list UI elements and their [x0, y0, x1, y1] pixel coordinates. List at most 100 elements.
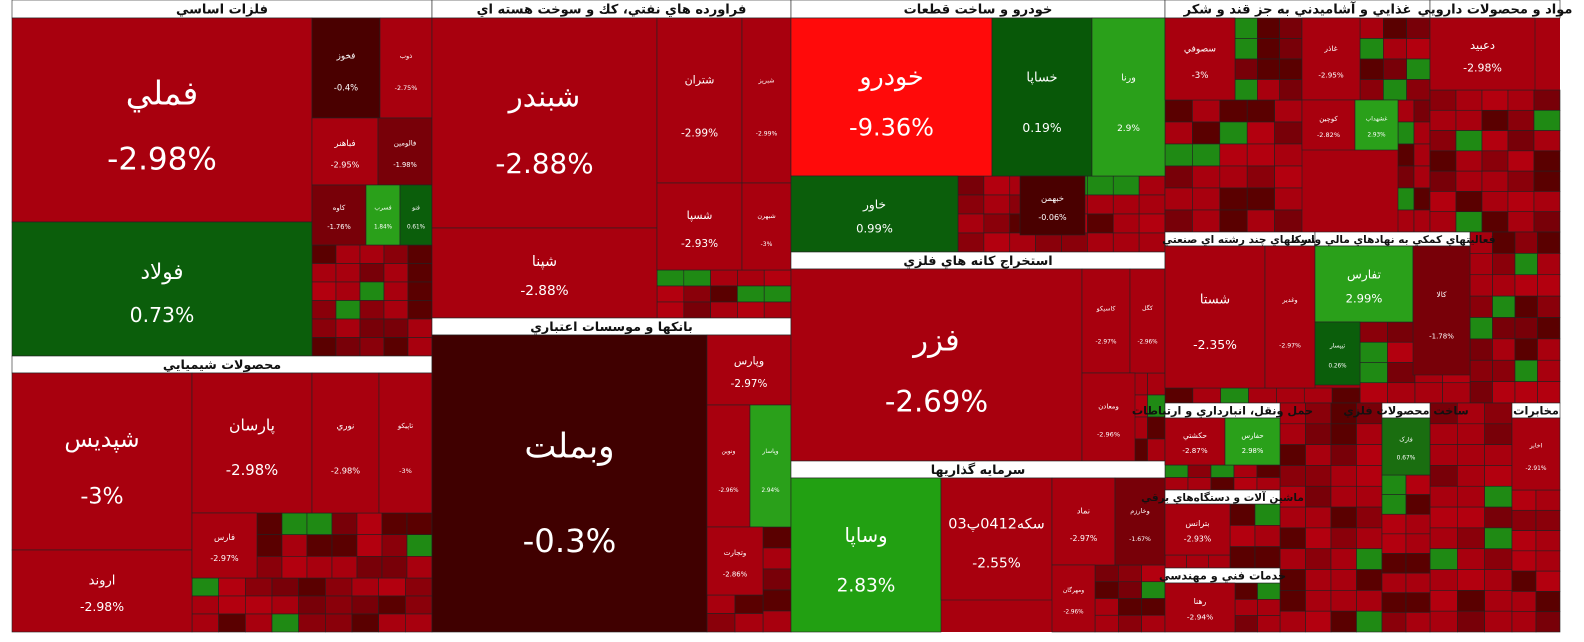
small-tile: [1469, 295, 1493, 318]
small-tile: [1219, 187, 1248, 211]
tile-name: شپديس: [64, 425, 139, 453]
small-tile: [1359, 321, 1388, 343]
small-tile: [1035, 232, 1062, 253]
small-tile: [1535, 611, 1561, 633]
small-tile: [1511, 489, 1537, 511]
tile-change: -2.97%: [210, 554, 239, 563]
sector-title: شرکتهاي چند رشته اي صنعتي: [1162, 234, 1318, 246]
small-tile: [1192, 143, 1221, 167]
small-tile: [1303, 387, 1333, 404]
tile-change: -0.3%: [523, 522, 617, 560]
small-tile: [271, 613, 299, 633]
small-tile: [737, 269, 765, 287]
sector-title: استخراج کانه هاي فلزي: [903, 254, 1052, 269]
small-tile: [1507, 150, 1535, 172]
small-tile: [656, 301, 685, 319]
small-tile: [1484, 506, 1513, 529]
small-tile: [1492, 317, 1516, 340]
small-tile: [1535, 530, 1561, 552]
tile: [1301, 99, 1356, 151]
small-tile: [245, 577, 273, 597]
small-tile: [1229, 525, 1256, 547]
small-tile: [298, 577, 326, 597]
small-tile: [406, 512, 433, 535]
small-tile: [1147, 438, 1166, 462]
small-tile: [1511, 550, 1537, 572]
small-tile: [1507, 191, 1535, 213]
small-tile: [1359, 362, 1388, 384]
small-tile: [1429, 109, 1457, 131]
small-tile: [1138, 194, 1166, 215]
tile-name: فنو: [411, 204, 420, 211]
tile: [1164, 245, 1266, 389]
small-tile: [1164, 99, 1193, 123]
tile-change: 2.9%: [1117, 124, 1140, 134]
small-tile: [1257, 615, 1281, 633]
tile: [656, 182, 743, 271]
tile-name: بترانس: [1185, 518, 1209, 528]
small-tile: [1192, 209, 1221, 233]
small-tile: [1511, 570, 1537, 592]
small-tile: [1387, 382, 1416, 404]
tile-change: -2.98%: [107, 141, 217, 177]
tile-change: -2.95%: [1318, 70, 1344, 79]
tile-change: -2.88%: [520, 283, 568, 299]
tile-name: وبملت: [524, 426, 614, 466]
small-tile: [1455, 191, 1483, 213]
tile-change: -2.97%: [1279, 342, 1301, 349]
small-tile: [1535, 489, 1561, 511]
small-tile: [1359, 17, 1384, 39]
small-tile: [405, 577, 433, 597]
small-tile: [1164, 477, 1189, 491]
small-tile: [1484, 485, 1513, 508]
small-tile: [1405, 612, 1431, 633]
small-tile: [1383, 38, 1407, 60]
small-tile: [1138, 175, 1166, 196]
small-tile: [356, 534, 383, 557]
small-tile: [406, 556, 433, 579]
tile: [311, 372, 380, 514]
small-tile: [1305, 444, 1332, 466]
small-tile: [1455, 130, 1483, 152]
small-tile: [1330, 569, 1357, 591]
tile-change: 2.99%: [1346, 292, 1383, 306]
tile: [991, 17, 1093, 177]
small-tile: [1254, 503, 1281, 526]
tile-name: وخارزم: [1130, 507, 1149, 515]
small-tile: [1397, 121, 1415, 145]
small-tile: [1405, 474, 1431, 495]
tile-name: نوري: [337, 422, 355, 432]
small-tile: [1535, 509, 1561, 531]
tile: [1091, 17, 1166, 177]
small-tile: [1210, 464, 1235, 478]
small-tile: [1305, 465, 1332, 487]
small-tile: [1511, 591, 1537, 613]
small-tile: [218, 595, 246, 615]
small-tile: [1492, 295, 1516, 318]
tile-change: 1.84%: [374, 225, 393, 231]
small-tile: [957, 175, 985, 196]
small-tile: [1469, 381, 1493, 404]
tile-name: کالا: [1436, 290, 1446, 299]
sector-title: ساخت محصولات فلزي: [1343, 405, 1468, 418]
tile-change: -2.99%: [756, 131, 778, 138]
tile-name: فولاد: [140, 260, 183, 285]
small-tile: [1533, 150, 1561, 172]
small-tile: [1087, 213, 1114, 234]
small-tile: [351, 613, 379, 633]
small-tile: [271, 577, 299, 597]
small-tile: [381, 534, 408, 557]
small-tile: [335, 281, 361, 301]
small-tile: [1533, 130, 1561, 152]
small-tile: [311, 337, 337, 357]
small-tile: [1383, 79, 1407, 101]
small-tile: [325, 613, 353, 633]
small-tile: [1234, 582, 1258, 600]
small-tile: [1406, 17, 1431, 39]
small-tile: [311, 300, 337, 320]
small-tile: [383, 318, 409, 338]
tile-change: 0.73%: [130, 303, 195, 327]
small-tile: [1397, 209, 1415, 233]
tile: [1114, 477, 1166, 566]
small-tile: [1535, 550, 1561, 572]
